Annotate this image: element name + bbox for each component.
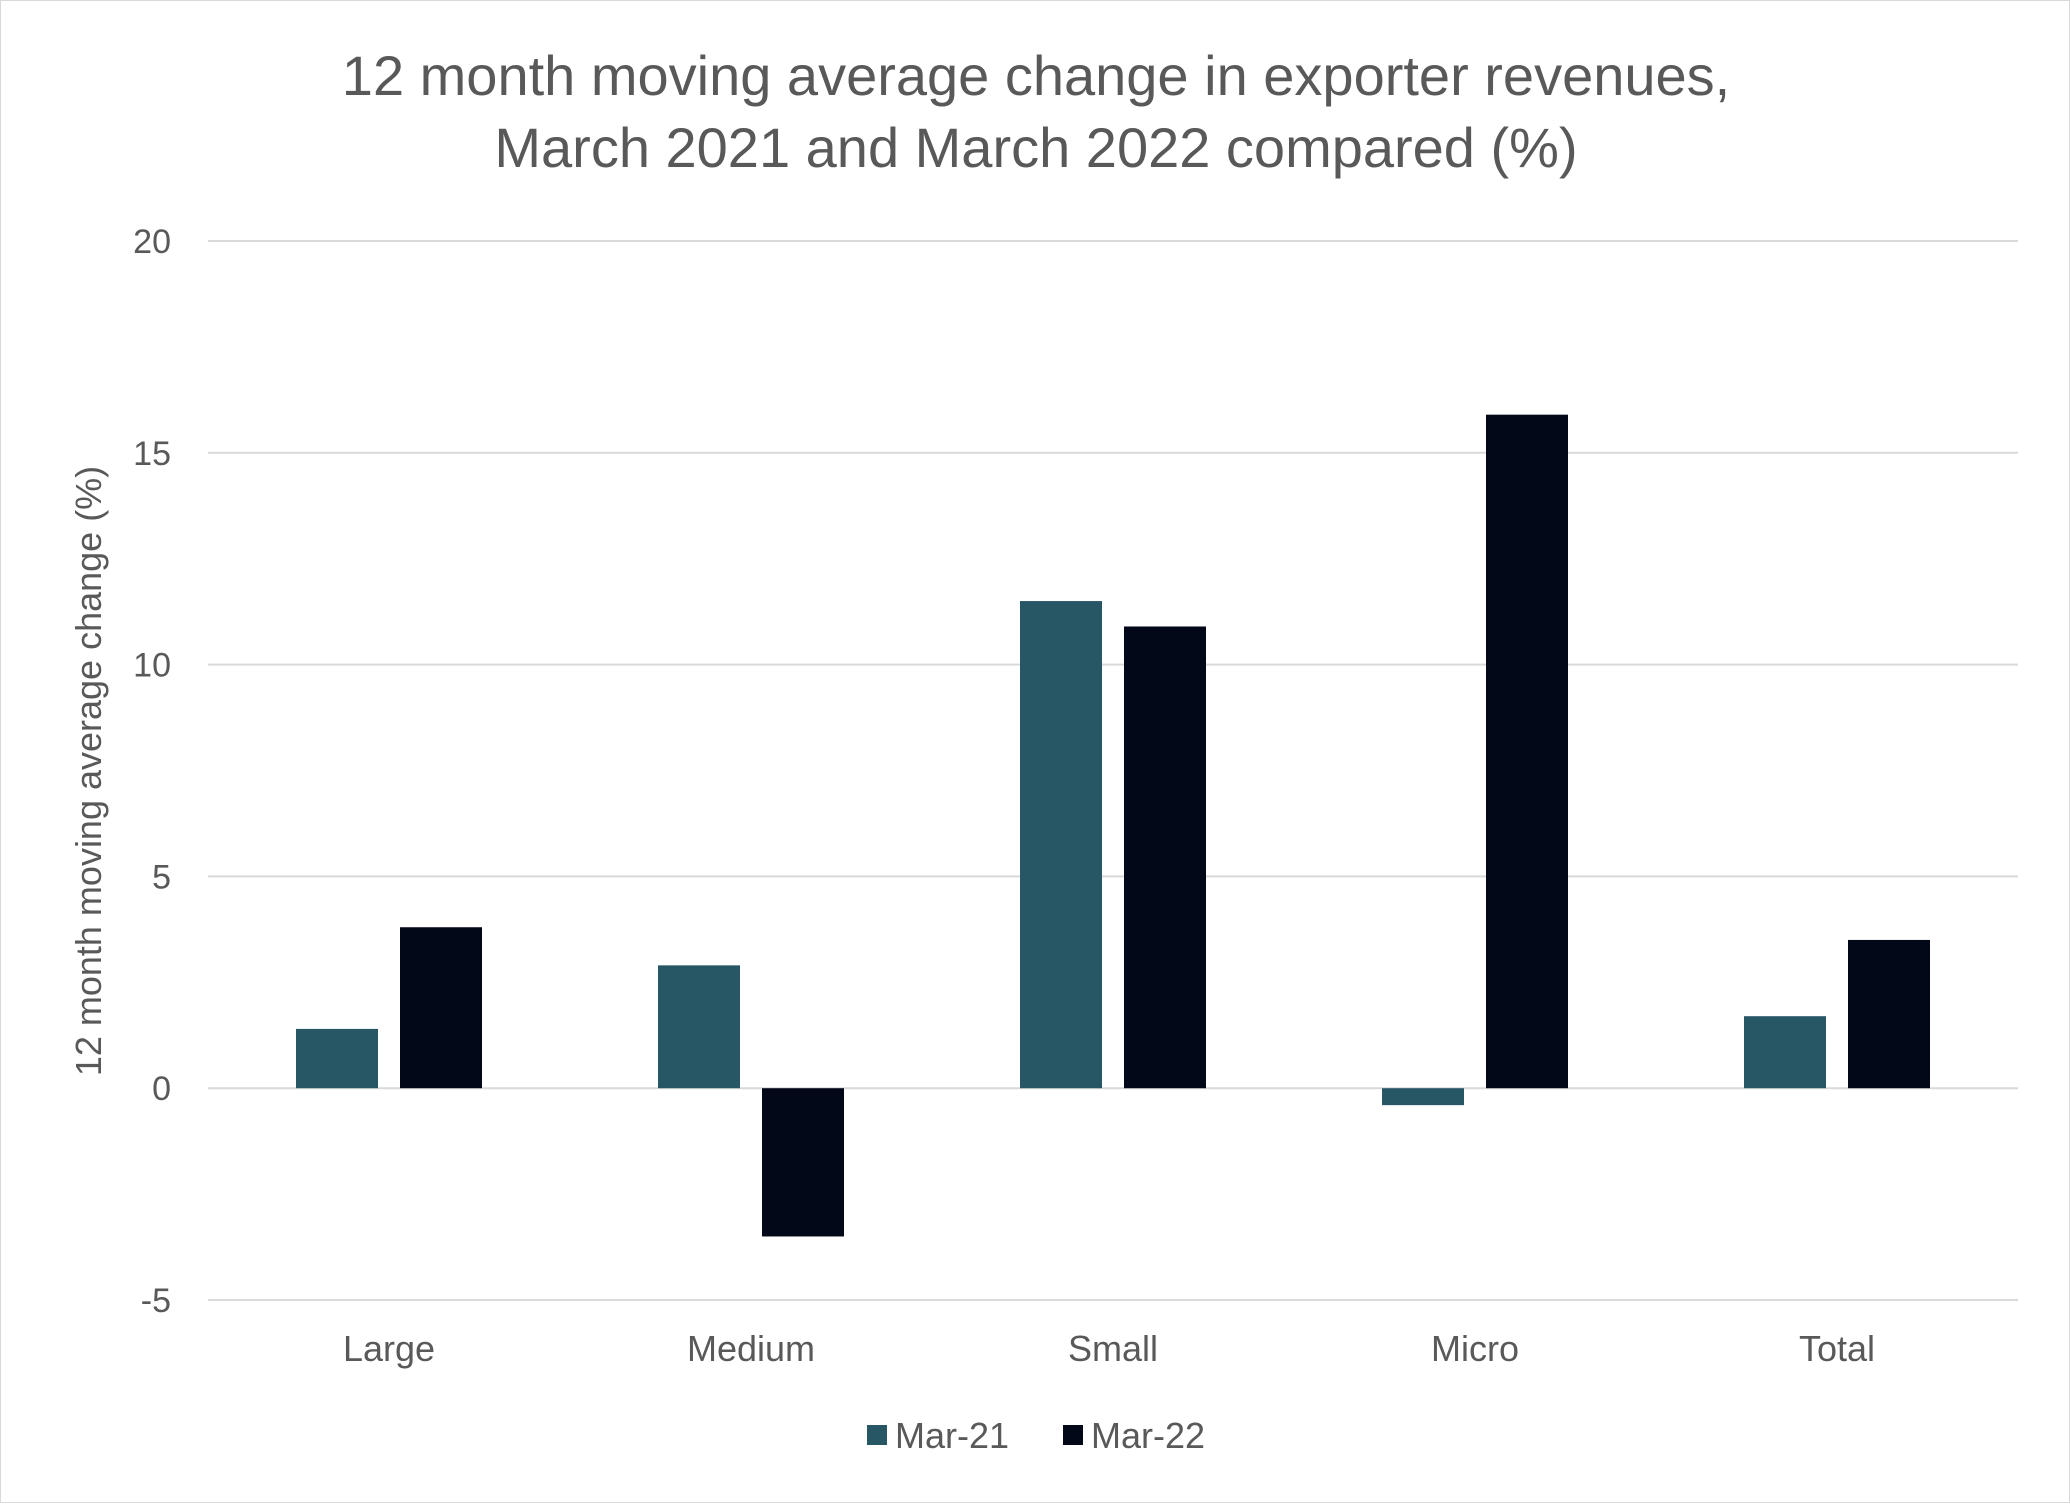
y-tick-label: 15	[133, 435, 171, 473]
x-tick-label: Total	[1799, 1328, 1875, 1369]
chart-title-line-1: 12 month moving average change in export…	[342, 44, 1730, 107]
x-tick-label: Large	[343, 1328, 435, 1369]
legend-label: Mar-22	[1091, 1415, 1205, 1456]
y-tick-label: 5	[152, 858, 171, 896]
bar-Mar-21-Large	[296, 1028, 378, 1089]
bar-Mar-22-Small	[1124, 626, 1206, 1089]
x-tick-label: Micro	[1431, 1328, 1519, 1369]
y-axis-label: 12 month moving average change (%)	[68, 466, 109, 1076]
bar-Mar-21-Medium	[658, 965, 740, 1089]
bar-Mar-21-Total	[1744, 1016, 1826, 1089]
y-tick-label: 20	[133, 223, 171, 261]
x-tick-label: Small	[1068, 1328, 1158, 1369]
chart-title-line-2: March 2021 and March 2022 compared (%)	[494, 116, 1577, 179]
x-tick-label: Medium	[687, 1328, 815, 1369]
legend-label: Mar-21	[895, 1415, 1009, 1456]
bar-Mar-21-Small	[1020, 601, 1102, 1089]
bar-Mar-22-Micro	[1486, 414, 1568, 1089]
bar-Mar-22-Medium	[762, 1088, 844, 1237]
bar-Mar-22-Total	[1848, 939, 1930, 1089]
legend-swatch	[1063, 1425, 1083, 1445]
bar-Mar-22-Large	[400, 927, 482, 1089]
bar-Mar-21-Micro	[1382, 1088, 1464, 1106]
y-tick-label: 10	[133, 647, 171, 685]
y-tick-label: 0	[152, 1070, 171, 1108]
y-tick-label: -5	[141, 1282, 171, 1320]
legend-swatch	[867, 1425, 887, 1445]
